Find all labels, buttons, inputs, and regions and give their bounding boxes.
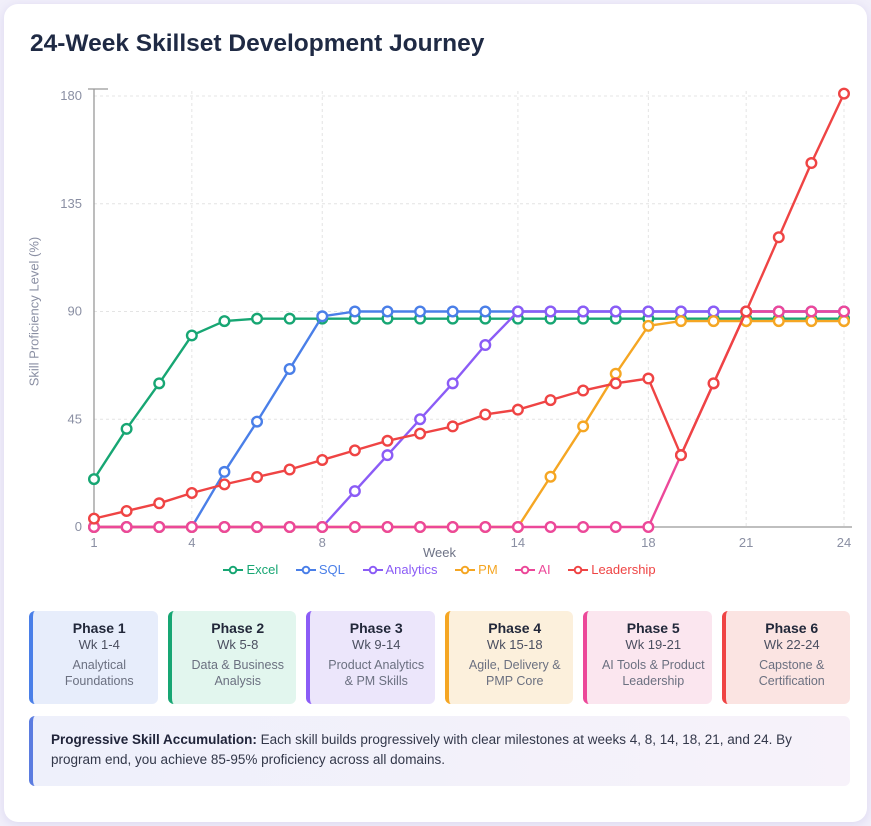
svg-text:0: 0 bbox=[75, 519, 82, 534]
svg-text:135: 135 bbox=[60, 196, 82, 211]
svg-text:180: 180 bbox=[60, 88, 82, 103]
svg-text:45: 45 bbox=[68, 411, 82, 426]
svg-text:90: 90 bbox=[68, 304, 82, 319]
